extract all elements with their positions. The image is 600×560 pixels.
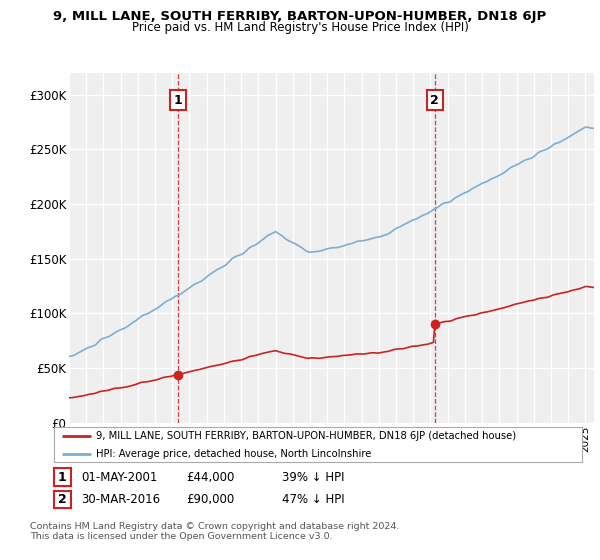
Text: 01-MAY-2001: 01-MAY-2001 bbox=[81, 470, 157, 484]
Text: HPI: Average price, detached house, North Lincolnshire: HPI: Average price, detached house, Nort… bbox=[96, 449, 371, 459]
Text: 1: 1 bbox=[173, 94, 182, 106]
Text: 30-MAR-2016: 30-MAR-2016 bbox=[81, 493, 160, 506]
Text: 2: 2 bbox=[58, 493, 67, 506]
Text: 9, MILL LANE, SOUTH FERRIBY, BARTON-UPON-HUMBER, DN18 6JP (detached house): 9, MILL LANE, SOUTH FERRIBY, BARTON-UPON… bbox=[96, 431, 517, 441]
Text: 2: 2 bbox=[430, 94, 439, 106]
Text: 39% ↓ HPI: 39% ↓ HPI bbox=[282, 470, 344, 484]
Text: Price paid vs. HM Land Registry's House Price Index (HPI): Price paid vs. HM Land Registry's House … bbox=[131, 21, 469, 34]
Text: Contains HM Land Registry data © Crown copyright and database right 2024.
This d: Contains HM Land Registry data © Crown c… bbox=[30, 522, 400, 542]
Text: 9, MILL LANE, SOUTH FERRIBY, BARTON-UPON-HUMBER, DN18 6JP: 9, MILL LANE, SOUTH FERRIBY, BARTON-UPON… bbox=[53, 10, 547, 23]
Text: 47% ↓ HPI: 47% ↓ HPI bbox=[282, 493, 344, 506]
Text: £44,000: £44,000 bbox=[186, 470, 235, 484]
Text: £90,000: £90,000 bbox=[186, 493, 234, 506]
Text: 1: 1 bbox=[58, 470, 67, 484]
